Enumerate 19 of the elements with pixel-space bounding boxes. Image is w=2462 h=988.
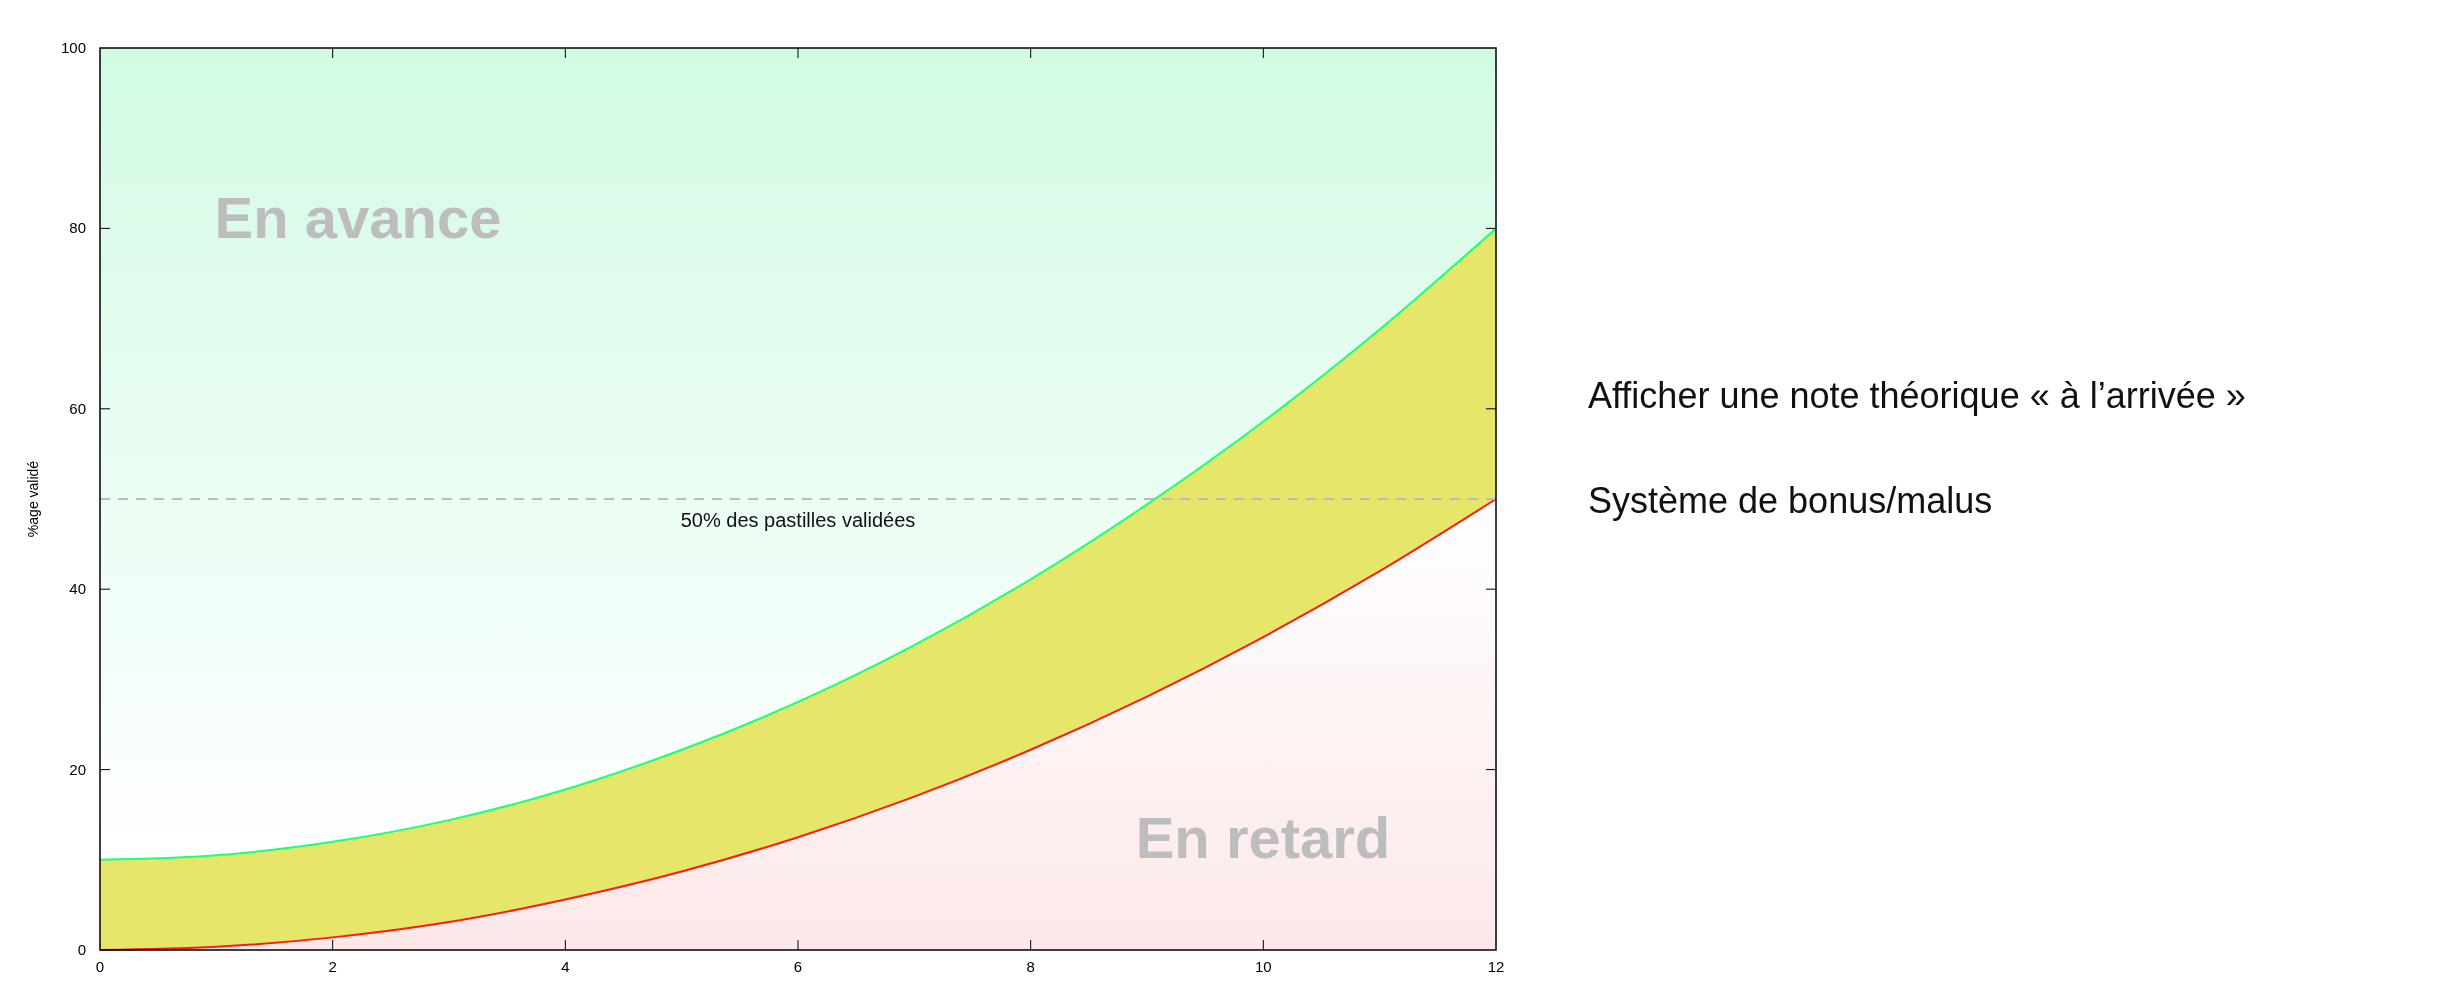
y-tick-label: 80 — [69, 219, 86, 237]
text: Afficher une note théorique « à l’arrivée » — [1588, 375, 2246, 416]
ref-line-label: 50% des pastilles validées — [680, 509, 916, 531]
y-tick-label: 100 — [60, 39, 86, 56]
x-tick-label: 2 — [328, 958, 337, 975]
y-tick-label: 0 — [77, 941, 86, 958]
annotation: En avance — [214, 185, 502, 250]
y-tick-label: 60 — [69, 399, 86, 417]
x-tick-label: 10 — [1254, 958, 1272, 975]
text: Système de bonus/malus — [1588, 480, 1993, 521]
y-tick-label: 20 — [69, 760, 86, 778]
annotation: En retard — [1135, 805, 1391, 870]
x-tick-label: 4 — [561, 958, 570, 975]
x-tick-label: 12 — [1487, 958, 1505, 975]
y-tick-label: 40 — [69, 580, 86, 598]
x-tick-label: 8 — [1026, 958, 1035, 975]
x-tick-label: 6 — [793, 958, 803, 975]
y-axis-title: %age validé — [25, 460, 41, 538]
x-tick-label: 0 — [95, 958, 105, 975]
